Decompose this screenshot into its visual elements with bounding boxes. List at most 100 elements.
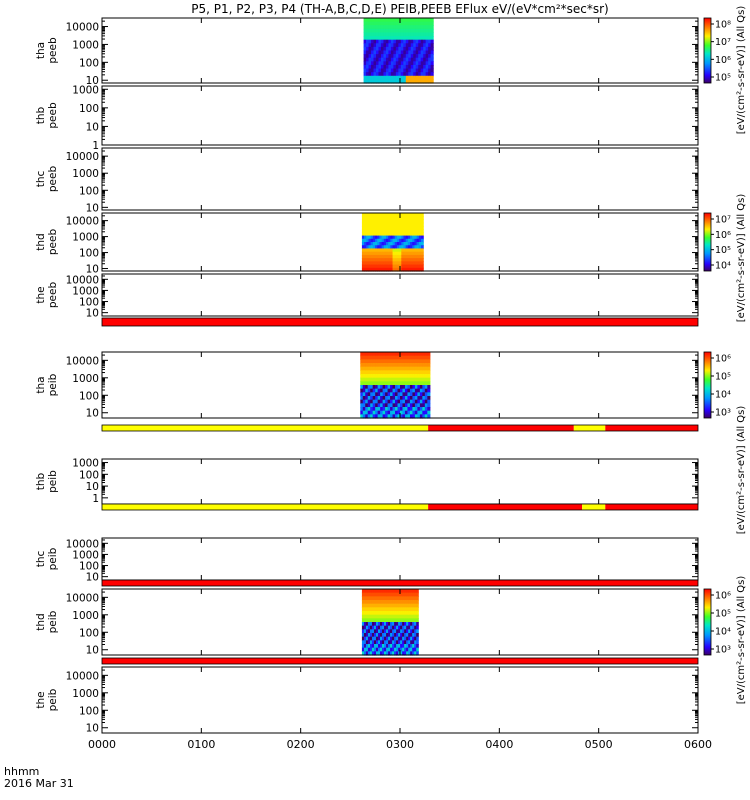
panel-tha-peib-cell bbox=[404, 366, 409, 371]
panel-tha-peeb-cell bbox=[393, 43, 397, 48]
panel-thd-peib-cell bbox=[392, 636, 395, 641]
panel-tha-peeb-cell bbox=[366, 36, 370, 41]
panel-tha-peeb-cell bbox=[428, 72, 432, 77]
panel-thd-peib-cell bbox=[378, 622, 381, 627]
panel-thd-peeb-cell bbox=[366, 229, 370, 233]
panel-tha-peib-cell bbox=[424, 370, 428, 375]
panel-thd-peib-cell bbox=[382, 611, 385, 616]
panel-thd-peib-cell bbox=[404, 603, 407, 608]
panel-thd-peib-cell bbox=[365, 600, 369, 605]
panel-tha-peib-cell bbox=[397, 366, 401, 371]
panel-thd-peeb-cell bbox=[364, 261, 367, 266]
panel-the-peeb-ytick-label: 1000 bbox=[72, 285, 99, 297]
panel-thd-peeb-cell bbox=[394, 248, 398, 253]
panel-tha-peeb-cell bbox=[371, 79, 375, 84]
panel-tha-peeb-cell bbox=[375, 43, 380, 48]
panel-tha-peib-cell bbox=[397, 403, 401, 408]
panel-tha-peib-cell bbox=[407, 403, 411, 408]
panel-tha-peib-cell bbox=[407, 388, 411, 393]
panel-thb-peib-ylabel: thb peib bbox=[35, 470, 59, 493]
panel-thd-peib-cell bbox=[416, 651, 419, 656]
panel-thd-peib-cell bbox=[390, 622, 393, 627]
panel-tha-peib-cell bbox=[385, 370, 389, 375]
panel-tha-peeb-cell bbox=[428, 57, 432, 62]
panel-thd-peib-cell bbox=[380, 600, 383, 605]
panel-thd-peeb-cell bbox=[401, 219, 405, 224]
panel-thd-peib-cell bbox=[416, 636, 419, 641]
panel-thd-peeb-cell bbox=[396, 258, 400, 262]
panel-thd-peeb-cell bbox=[364, 238, 367, 243]
panel-tha-peib-cell bbox=[362, 399, 366, 404]
panel-tha-peib-cell bbox=[360, 366, 364, 371]
panel-thd-peeb-cell bbox=[372, 222, 376, 227]
panel-thd-peib-cell bbox=[394, 603, 397, 608]
panel-thd-peeb-cell bbox=[364, 225, 367, 230]
panel-tha-peeb-cell bbox=[368, 39, 372, 44]
panel-thd-peib-cell bbox=[396, 607, 399, 612]
panel-thd-peib-cell bbox=[363, 644, 367, 649]
panel-tha-peib-cell bbox=[380, 396, 384, 401]
panel-tha-peib-cell bbox=[377, 388, 381, 393]
panel-thd-peeb-cell bbox=[361, 248, 365, 253]
panel-tha-peeb-cell bbox=[395, 72, 399, 77]
panel-tha-peeb-cell bbox=[423, 36, 427, 41]
panel-tha-peib-cell bbox=[419, 388, 423, 393]
panel-thd-peeb-cell bbox=[414, 229, 418, 233]
panel-thd-peeb-cell bbox=[420, 225, 424, 230]
panel-tha-peib-cell bbox=[390, 392, 394, 397]
panel-tha-peeb-cell bbox=[423, 28, 427, 34]
panel-tha-peeb-cell bbox=[368, 54, 372, 59]
panel-tha-peib-cell bbox=[360, 403, 364, 408]
panel-thd-peeb-cell bbox=[418, 245, 422, 250]
panel-thd-peib-cell bbox=[404, 647, 407, 652]
panel-tha-peib-cell bbox=[382, 410, 386, 415]
panel-tha-peeb-cell bbox=[410, 25, 414, 30]
panel-thd-peeb-cell bbox=[392, 254, 396, 259]
panel-tha-peib-cell bbox=[390, 363, 394, 368]
panel-thd-peeb-cell bbox=[377, 267, 381, 272]
panel-thd-peib-cell bbox=[365, 589, 369, 594]
panel-tha-peib-cell bbox=[407, 352, 411, 357]
panel-thd-peeb-cell bbox=[414, 225, 418, 230]
panel-thd-peib-cell bbox=[365, 644, 369, 649]
panel-tha-peeb-cell bbox=[393, 18, 397, 23]
panel-thd-peib-cell bbox=[375, 633, 379, 638]
panel-tha-peeb-cell bbox=[395, 28, 399, 34]
panel-tha-peeb-cell bbox=[423, 61, 427, 66]
panel-thd-peib-cell bbox=[400, 603, 403, 608]
panel-tha-peeb-ytick-label: 10000 bbox=[66, 22, 99, 34]
panel-tha-peeb-cell bbox=[415, 46, 419, 52]
panel-tha-peib-cell bbox=[370, 363, 374, 368]
panel-tha-peib-cell bbox=[392, 392, 396, 397]
panel-thd-peib-cell bbox=[410, 625, 413, 630]
status-bar bbox=[101, 657, 699, 665]
panel-thd-peeb-cell bbox=[388, 254, 391, 259]
panel-tha-peib-cell bbox=[402, 381, 406, 386]
panel-tha-peib-cell bbox=[397, 377, 401, 382]
panel-tha-peeb-cell bbox=[413, 79, 417, 84]
panel-thd-peib-cell bbox=[414, 651, 417, 656]
panel-tha-peib-cell bbox=[385, 407, 389, 412]
colorbar-unit-text: [eV/(cm²-s-sr-eV)] (All Qs) bbox=[736, 406, 747, 535]
panel-thd-peeb-cell bbox=[381, 254, 385, 259]
panel-tha-peib-cell bbox=[362, 363, 366, 368]
colorbar-tick-label: 10⁶ bbox=[715, 230, 731, 241]
panel-thd-peib-cell bbox=[414, 636, 417, 641]
panel-thd-peeb-cell bbox=[370, 238, 374, 243]
panel-tha-peib-cell bbox=[407, 370, 411, 375]
panel-tha-peeb-cell bbox=[373, 72, 377, 77]
panel-tha-peeb-cell bbox=[393, 54, 397, 59]
panel-tha-peib-cell bbox=[380, 359, 384, 364]
colorbar-tick-label: 10⁶ bbox=[715, 354, 731, 365]
panel-thd-peeb-cell bbox=[403, 222, 407, 227]
colorbar-unit-label: [eV/(cm²-s-sr-eV)] (All Qs) bbox=[736, 576, 747, 705]
panel-tha-peib-cell bbox=[375, 377, 379, 382]
panel-tha-peib-cell bbox=[402, 359, 406, 364]
panel-thd-peib-cell bbox=[414, 589, 417, 594]
panel-thd-peib-cell bbox=[388, 618, 391, 623]
colorbar-tick-label: 10³ bbox=[715, 645, 731, 656]
panel-thd-peeb-cell bbox=[368, 238, 372, 243]
panel-thd-peib-cell bbox=[378, 618, 381, 623]
panel-tha-peeb-cell bbox=[363, 39, 367, 44]
panel-thd-peeb-cell bbox=[420, 213, 424, 217]
